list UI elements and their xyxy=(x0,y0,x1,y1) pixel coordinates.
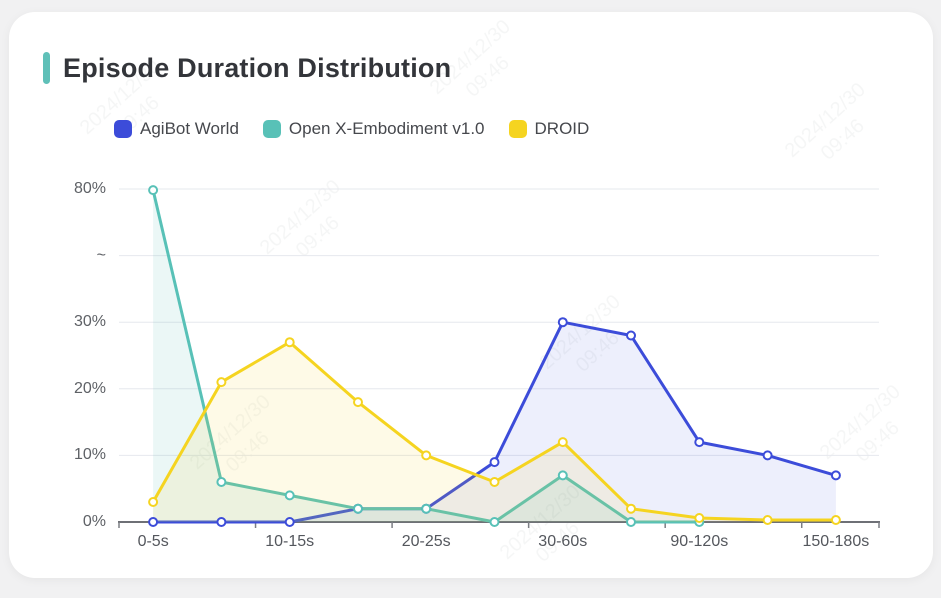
data-point-open-x-embodiment-v1-0[interactable] xyxy=(489,517,500,527)
data-point-agibot-world[interactable] xyxy=(694,437,705,448)
legend-swatch xyxy=(262,120,281,138)
legend-label: DROID xyxy=(534,119,590,138)
data-point-droid[interactable] xyxy=(694,513,705,523)
data-point-open-x-embodiment-v1-0[interactable] xyxy=(284,490,295,501)
data-point-agibot-world[interactable] xyxy=(830,470,841,481)
y-axis-label: 30% xyxy=(73,313,106,331)
series-area-open-x-embodiment-v1-0 xyxy=(153,190,700,522)
data-point-agibot-world[interactable] xyxy=(557,317,568,328)
data-point-open-x-embodiment-v1-0[interactable] xyxy=(148,185,159,196)
data-point-agibot-world[interactable] xyxy=(489,457,500,468)
x-axis-label: 90-120s xyxy=(670,533,729,550)
data-point-open-x-embodiment-v1-0[interactable] xyxy=(626,517,636,527)
data-point-open-x-embodiment-v1-0[interactable] xyxy=(216,477,227,487)
data-point-agibot-world[interactable] xyxy=(626,330,636,341)
y-axis-label: 20% xyxy=(73,379,106,397)
legend-item-agibot-world[interactable]: AgiBot World xyxy=(114,119,239,139)
title-row: Episode Duration Distribution xyxy=(43,52,451,84)
y-axis-label: 0% xyxy=(82,513,106,530)
data-point-agibot-world[interactable] xyxy=(762,450,773,461)
legend-swatch xyxy=(508,120,527,138)
data-point-droid[interactable] xyxy=(762,515,773,525)
legend-label: AgiBot World xyxy=(140,119,239,138)
chart-card: 2024/12/30 09:46 2024/12/30 09:46 2024/12/30… xyxy=(9,12,933,578)
legend-item-droid[interactable]: DROID xyxy=(508,119,590,139)
chart-title: Episode Duration Distribution xyxy=(63,52,452,83)
data-point-droid[interactable] xyxy=(216,377,227,388)
data-point-droid[interactable] xyxy=(830,515,841,525)
plot-area[interactable]: 0% 10% 20% 30% ~80% 0-5s 10-15s 20-25s 30-60s 90-… xyxy=(9,12,933,578)
x-axis-label: 0-5s xyxy=(137,533,169,550)
title-accent-bar xyxy=(43,52,50,84)
data-point-droid[interactable] xyxy=(284,337,295,348)
data-point-agibot-world[interactable] xyxy=(284,517,295,527)
data-point-droid[interactable] xyxy=(489,477,500,487)
data-point-agibot-world[interactable] xyxy=(148,517,159,527)
legend-item-open-x-embodiment-v1-0[interactable]: Open X-Embodiment v1.0 xyxy=(262,119,485,139)
chart-canvas[interactable] xyxy=(9,12,933,578)
series-area-droid xyxy=(153,342,836,522)
data-point-agibot-world[interactable] xyxy=(216,517,227,527)
x-axis-label: 10-15s xyxy=(265,533,315,550)
x-axis-label: 30-60s xyxy=(538,533,588,550)
y-axis-label: 10% xyxy=(73,446,106,464)
data-point-droid[interactable] xyxy=(353,397,363,408)
data-point-open-x-embodiment-v1-0[interactable] xyxy=(421,503,432,514)
legend: AgiBot World Open X-Embodiment v1.0 DROID xyxy=(114,119,589,139)
y-axis-label: 80% xyxy=(73,180,106,197)
x-axis-label: 20-25s xyxy=(401,533,451,550)
legend-swatch xyxy=(114,120,132,138)
y-axis-label: ~ xyxy=(96,246,106,264)
data-point-droid[interactable] xyxy=(421,450,432,461)
series-area-agibot-world xyxy=(153,322,836,522)
data-point-droid[interactable] xyxy=(148,497,159,507)
data-point-droid[interactable] xyxy=(557,437,568,448)
legend-label: Open X-Embodiment v1.0 xyxy=(288,119,485,138)
data-point-open-x-embodiment-v1-0[interactable] xyxy=(557,470,568,481)
x-axis-label: 150-180s xyxy=(802,533,870,550)
data-point-open-x-embodiment-v1-0[interactable] xyxy=(353,503,363,514)
data-point-droid[interactable] xyxy=(626,503,636,514)
